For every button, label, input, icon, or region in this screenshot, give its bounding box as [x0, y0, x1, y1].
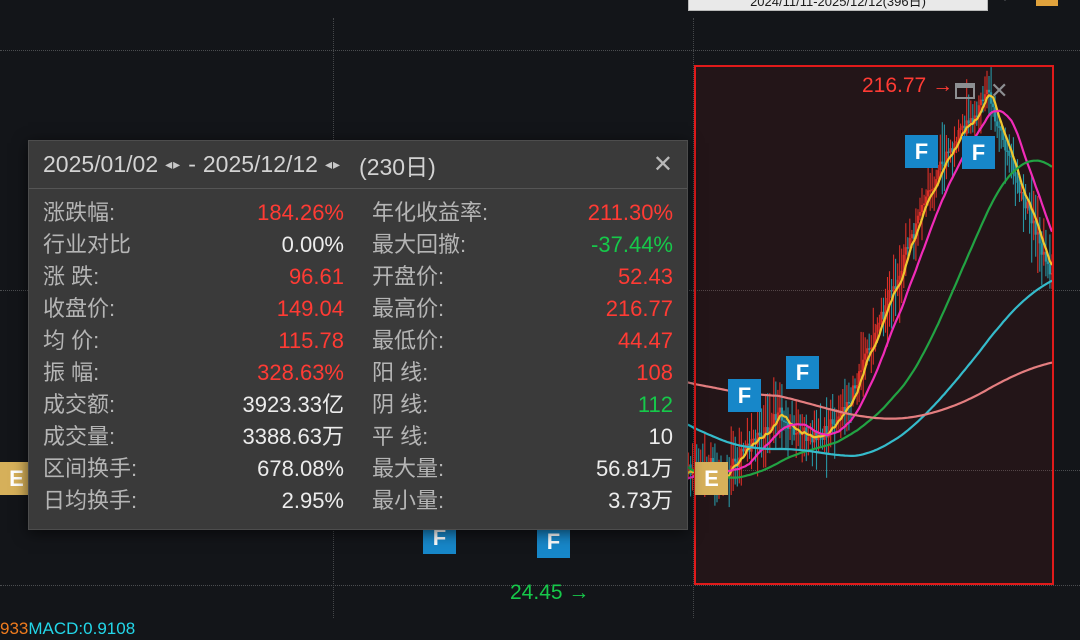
stat-label: 日均换手: — [43, 488, 138, 513]
stat-value: 211.30% — [587, 200, 673, 225]
stat-value: 96.61 — [288, 264, 344, 289]
stat-value: 56.81万 — [595, 456, 673, 481]
stat-label: 最大量: — [372, 456, 445, 481]
stat-row: 最大量: 56.81万 — [358, 451, 673, 483]
stat-row: 涨 跌: 96.61 — [43, 259, 358, 291]
stat-row: 年化收益率: 211.30% — [358, 195, 673, 227]
range-end-stepper-icon[interactable]: ◂▸ — [324, 156, 342, 172]
indicator-partial-value: 933 — [0, 619, 29, 638]
stat-row: 最大回撤: -37.44% — [358, 227, 673, 259]
stat-value: -37.44% — [591, 232, 673, 257]
gridline-vertical — [693, 18, 694, 618]
stat-row: 最低价: 44.47 — [358, 323, 673, 355]
trading-days-count: (230日) — [359, 153, 436, 180]
stat-value: 52.43 — [617, 264, 673, 289]
stat-label: 阳 线: — [372, 360, 429, 385]
stat-label: 涨 跌: — [43, 264, 100, 289]
stat-value: 112 — [637, 392, 673, 417]
date-range-input[interactable]: 2024/11/11-2025/12/12(396日) — [688, 0, 988, 11]
low-price-annotation: 24.45 → — [510, 581, 590, 604]
stat-value: 108 — [636, 360, 673, 385]
range-separator: - — [188, 151, 196, 177]
stat-row: 开盘价: 52.43 — [358, 259, 673, 291]
stat-value: 216.77 — [605, 296, 673, 321]
stat-row: 最小量: 3.73万 — [358, 483, 673, 515]
event-marker-f[interactable]: F — [962, 136, 995, 169]
stat-row: 均 价: 115.78 — [43, 323, 358, 355]
event-marker-e[interactable]: E — [0, 462, 33, 495]
stat-value: 0.00% — [281, 232, 344, 257]
stat-row: 区间换手: 678.08% — [43, 451, 358, 483]
stat-row: 阳 线: 108 — [358, 355, 673, 387]
restore-icon[interactable] — [955, 83, 975, 99]
gridline-horizontal — [0, 585, 1080, 586]
stat-label: 最低价: — [372, 328, 445, 353]
range-start-stepper-icon[interactable]: ◂▸ — [165, 156, 182, 172]
stat-label: 阴 线: — [372, 392, 429, 417]
stat-label: 均 价: — [43, 328, 100, 353]
stat-label: 涨跌幅: — [43, 200, 116, 225]
stat-value: 115.78 — [278, 328, 344, 353]
stat-row: 日均换手: 2.95% — [43, 483, 358, 515]
macd-value: MACD:0.9108 — [28, 619, 136, 638]
stat-value: 2.95% — [281, 488, 344, 513]
stat-label: 最大回撤: — [372, 232, 467, 257]
range-start-date[interactable]: 2025/01/02 — [43, 151, 159, 177]
stat-label: 成交额: — [43, 392, 116, 417]
stat-value: 678.08% — [257, 456, 344, 481]
color-swatch-icon[interactable] — [1036, 0, 1058, 6]
stat-value: 44.47 — [617, 328, 673, 353]
stat-label: 最小量: — [372, 488, 445, 513]
stat-label: 区间换手: — [43, 456, 138, 481]
event-marker-f[interactable]: F — [786, 356, 819, 389]
stat-row: 最高价: 216.77 — [358, 291, 673, 323]
stat-label: 行业对比 — [43, 232, 132, 257]
stat-label: 开盘价: — [372, 264, 445, 289]
event-marker-f[interactable]: F — [905, 135, 938, 168]
date-range-display: 2025/01/02 ◂▸ - 2025/12/12 ◂▸ — [43, 151, 341, 178]
stat-value: 3388.63万 — [242, 424, 344, 449]
stat-row: 成交量: 3388.63万 — [43, 419, 358, 451]
gridline-horizontal — [0, 50, 1080, 51]
stat-row: 成交额: 3923.33亿 — [43, 387, 358, 419]
stat-row: 平 线: 10 — [358, 419, 673, 451]
event-marker-e[interactable]: E — [695, 462, 728, 495]
stat-row: 阴 线: 112 — [358, 387, 673, 419]
panel-close-icon[interactable]: ✕ — [652, 151, 673, 178]
close-icon[interactable]: ✕ — [990, 78, 1009, 103]
toolbar: 2024/11/11-2025/12/12(396日) — [0, 0, 1080, 18]
macd-indicator-bar: 933 MACD:0.9108 — [0, 618, 1080, 640]
stat-value: 10 — [648, 424, 673, 449]
stat-label: 收盘价: — [43, 296, 116, 321]
stat-label: 最高价: — [372, 296, 445, 321]
stat-row: 振 幅: 328.63% — [43, 355, 358, 387]
stat-value: 3.73万 — [608, 488, 673, 513]
stat-value: 328.63% — [257, 360, 344, 385]
range-end-date[interactable]: 2025/12/12 — [202, 151, 318, 177]
stat-row: 行业对比 0.00% — [43, 227, 358, 259]
stat-label: 年化收益率: — [372, 200, 489, 225]
stat-value: 149.04 — [276, 296, 344, 321]
stat-label: 平 线: — [372, 424, 429, 449]
stat-value: 184.26% — [257, 200, 344, 225]
stat-label: 成交量: — [43, 424, 116, 449]
panel-header: 2025/01/02 ◂▸ - 2025/12/12 ◂▸ (230日) ✕ — [29, 141, 687, 189]
stat-row: 收盘价: 149.04 — [43, 291, 358, 323]
statistics-grid: 涨跌幅: 184.26% 年化收益率: 211.30% 行业对比 0.00% 最大回撤: -3… — [29, 189, 687, 515]
stat-value: 3923.33亿 — [242, 392, 344, 417]
event-marker-f[interactable]: F — [537, 525, 570, 558]
event-marker-f[interactable]: F — [728, 379, 761, 412]
stat-row: 涨跌幅: 184.26% — [43, 195, 358, 227]
stat-label: 振 幅: — [43, 360, 100, 385]
dropdown-caret-icon[interactable] — [998, 0, 1012, 1]
range-statistics-panel[interactable]: 2025/01/02 ◂▸ - 2025/12/12 ◂▸ (230日) ✕ 涨… — [28, 140, 688, 530]
high-price-annotation: 216.77 → — [862, 74, 954, 97]
selection-rectangle[interactable] — [694, 65, 1054, 585]
